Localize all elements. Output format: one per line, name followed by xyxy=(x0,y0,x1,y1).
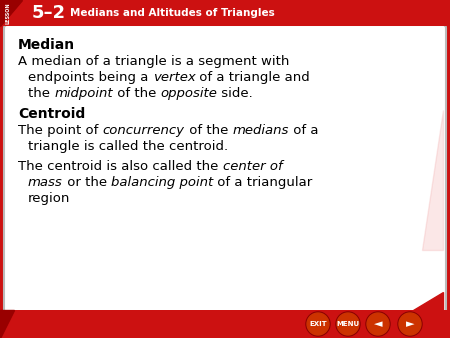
Circle shape xyxy=(366,312,390,336)
Text: of a triangular: of a triangular xyxy=(213,176,313,189)
Circle shape xyxy=(367,313,389,335)
Text: MENU: MENU xyxy=(337,321,360,327)
Text: or the: or the xyxy=(63,176,111,189)
Text: mass: mass xyxy=(28,176,63,189)
Circle shape xyxy=(337,313,359,335)
Text: region: region xyxy=(28,192,70,205)
Text: midpoint: midpoint xyxy=(54,87,113,100)
Bar xyxy=(0,0,450,26)
Text: opposite: opposite xyxy=(161,87,217,100)
Text: Median: Median xyxy=(18,38,75,52)
Circle shape xyxy=(336,312,360,336)
Text: Centroid: Centroid xyxy=(18,107,85,121)
Text: of the: of the xyxy=(184,124,232,137)
Text: LESSON: LESSON xyxy=(5,2,10,24)
Circle shape xyxy=(399,313,421,335)
Text: EXIT: EXIT xyxy=(309,321,327,327)
Text: endpoints being a: endpoints being a xyxy=(28,71,153,84)
Text: Medians and Altitudes of Triangles: Medians and Altitudes of Triangles xyxy=(70,8,275,18)
Polygon shape xyxy=(413,292,443,310)
Circle shape xyxy=(307,313,329,335)
Text: center of: center of xyxy=(223,160,282,173)
Text: The point of: The point of xyxy=(18,124,103,137)
Text: concurrency: concurrency xyxy=(103,124,184,137)
Text: The centroid is also called the: The centroid is also called the xyxy=(18,160,223,173)
Circle shape xyxy=(398,312,422,336)
Text: A median of a triangle is a segment with: A median of a triangle is a segment with xyxy=(18,55,289,68)
Text: of the: of the xyxy=(113,87,161,100)
Text: of a: of a xyxy=(288,124,318,137)
Circle shape xyxy=(306,312,330,336)
FancyBboxPatch shape xyxy=(4,25,446,313)
Text: medians: medians xyxy=(232,124,288,137)
Text: 5–2: 5–2 xyxy=(32,4,66,22)
Text: balancing point: balancing point xyxy=(111,176,213,189)
Text: ◄: ◄ xyxy=(374,319,382,329)
Text: the: the xyxy=(28,87,54,100)
Text: vertex: vertex xyxy=(153,71,195,84)
Polygon shape xyxy=(422,110,443,250)
Polygon shape xyxy=(0,310,14,338)
Polygon shape xyxy=(0,0,22,26)
Text: triangle is called the centroid.: triangle is called the centroid. xyxy=(28,140,228,153)
Text: of a triangle and: of a triangle and xyxy=(195,71,310,84)
Text: side.: side. xyxy=(217,87,253,100)
Bar xyxy=(0,310,450,338)
Text: ►: ► xyxy=(406,319,414,329)
